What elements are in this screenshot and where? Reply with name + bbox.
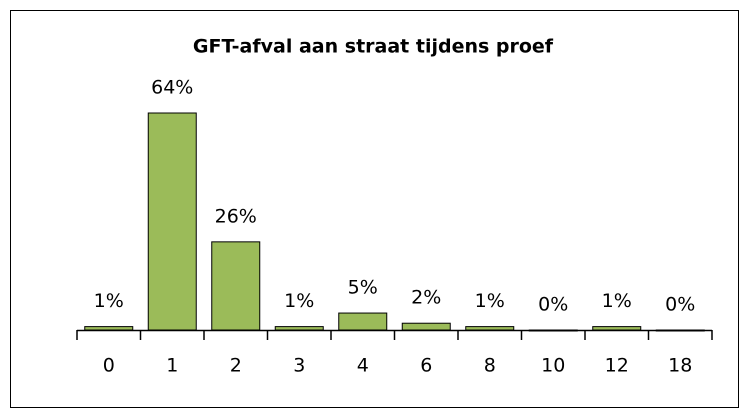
data-label: 1% [602, 290, 632, 312]
x-tick-label: 0 [103, 355, 115, 377]
x-tick-label: 4 [357, 355, 369, 377]
data-label: 0% [538, 294, 568, 316]
bar [401, 322, 451, 331]
x-tick-label: 18 [668, 355, 692, 377]
bar [147, 112, 197, 331]
data-label: 26% [215, 205, 257, 227]
bar [211, 241, 261, 331]
x-tick-label: 3 [293, 355, 305, 377]
bar [338, 312, 388, 331]
data-label: 5% [348, 277, 378, 299]
bar [528, 329, 578, 332]
data-label: 0% [665, 294, 695, 316]
x-tick-label: 12 [605, 355, 629, 377]
bar [465, 326, 515, 331]
x-tick-label: 8 [484, 355, 496, 377]
chart-title: GFT-afval aan straat tijdens proef [193, 36, 554, 58]
data-label: 1% [284, 290, 314, 312]
data-label: 1% [94, 290, 124, 312]
chart-frame [10, 10, 739, 408]
data-label: 64% [151, 77, 193, 99]
data-label: 1% [475, 290, 505, 312]
x-tick-label: 2 [230, 355, 242, 377]
bar [655, 329, 705, 332]
bar [274, 326, 324, 331]
data-label: 2% [411, 287, 441, 309]
bar [592, 326, 642, 331]
x-tick-label: 1 [166, 355, 178, 377]
bar [84, 326, 134, 331]
x-tick-label: 6 [420, 355, 432, 377]
x-tick-label: 10 [541, 355, 565, 377]
